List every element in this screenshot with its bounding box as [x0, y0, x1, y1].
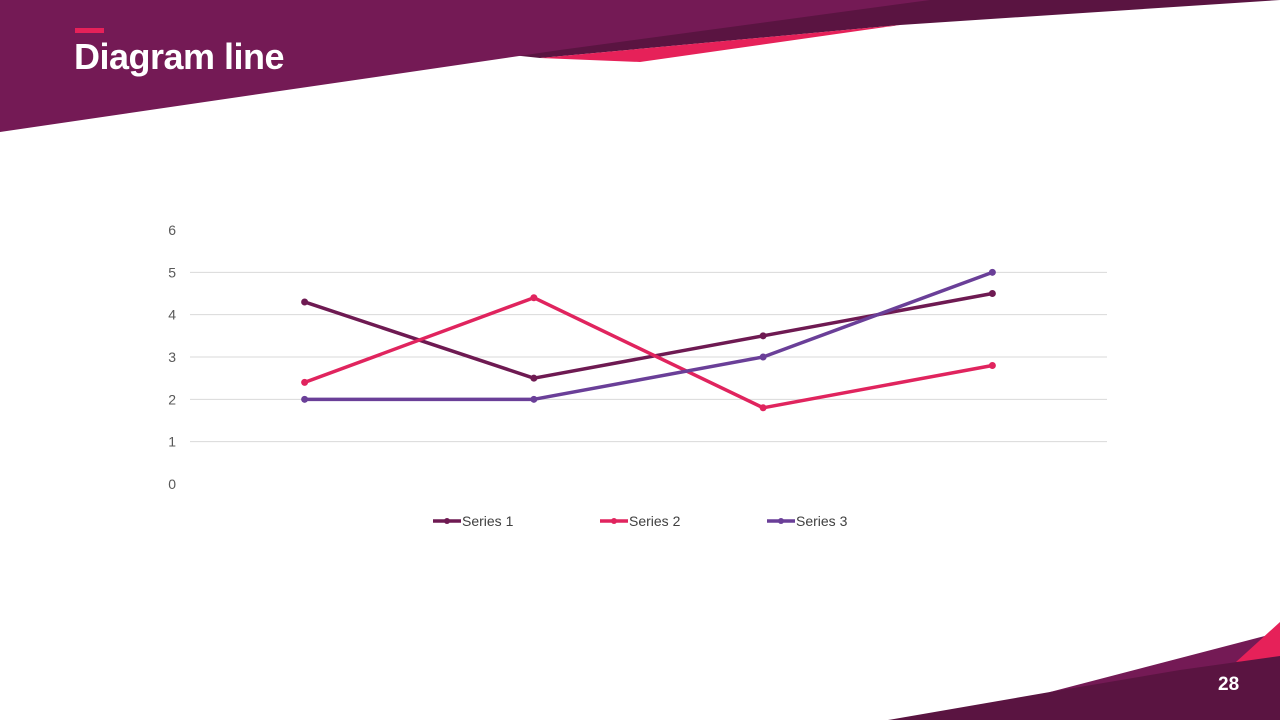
legend-label: Series 2: [629, 513, 681, 529]
series-line-1: [304, 291, 993, 380]
footer-pink-shape: [1236, 622, 1280, 662]
series-line-2: [304, 295, 993, 410]
footer-dark-shape: [888, 656, 1280, 720]
legend-marker: [611, 518, 617, 524]
y-tick-label: 4: [168, 307, 176, 323]
legend-label: Series 3: [796, 513, 848, 529]
data-point: [301, 298, 309, 306]
legend-marker: [444, 518, 450, 524]
data-point: [301, 378, 309, 386]
data-point: [301, 395, 309, 403]
y-tick-label: 2: [168, 391, 176, 407]
y-tick-label: 1: [168, 434, 176, 450]
legend-marker: [778, 518, 784, 524]
y-tick-label: 0: [168, 476, 176, 492]
data-point: [530, 395, 538, 403]
data-point: [530, 294, 538, 302]
data-point: [759, 332, 767, 340]
title-accent-bar: [75, 28, 104, 33]
data-point: [988, 290, 996, 297]
legend-label: Series 1: [462, 513, 514, 529]
y-tick-label: 3: [168, 349, 176, 365]
header-pink-shape: [540, 25, 900, 62]
page-number: 28: [1218, 674, 1240, 695]
data-point: [530, 374, 538, 382]
data-point: [988, 361, 996, 369]
data-point: [988, 268, 996, 276]
y-tick-label: 5: [168, 264, 176, 280]
y-tick-label: 6: [168, 222, 176, 238]
slide-title: Diagram line: [74, 36, 285, 77]
series-line-3: [304, 270, 993, 402]
data-point: [759, 353, 767, 361]
data-point: [759, 404, 767, 412]
header-purple-shape: [0, 0, 930, 132]
